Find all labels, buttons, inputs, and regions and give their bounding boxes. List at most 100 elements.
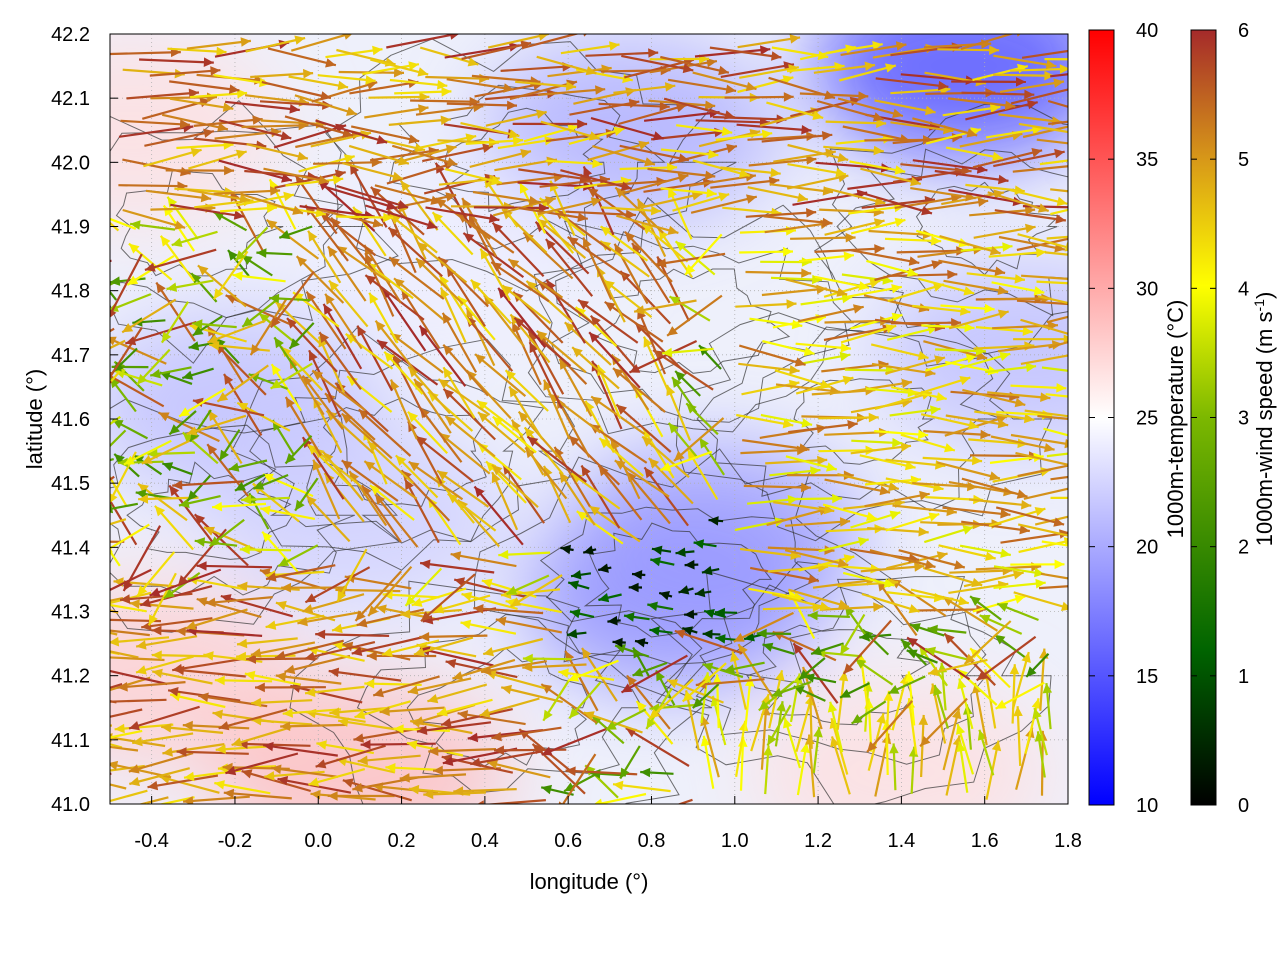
wind-vector xyxy=(560,169,632,190)
wind-vector xyxy=(938,259,1006,275)
x-tick-label: 0.4 xyxy=(471,830,499,852)
wind-vector-head xyxy=(473,604,484,614)
wind-vector-head xyxy=(715,607,725,618)
wind-vector xyxy=(1017,464,1068,478)
wind-vector xyxy=(364,106,429,119)
wind-vector xyxy=(850,249,920,264)
wind-vector-head xyxy=(270,186,281,196)
wind-vector-head xyxy=(413,647,425,657)
wind-vector xyxy=(1046,315,1068,324)
wind-vector xyxy=(305,495,351,543)
wind-vector xyxy=(389,213,438,254)
wind-vector xyxy=(218,119,292,140)
wind-vector xyxy=(811,388,876,396)
colorbar-tick-label: 20 xyxy=(1136,537,1158,559)
wind-vector xyxy=(927,658,988,675)
wind-vector xyxy=(337,719,398,731)
wind-vector xyxy=(265,219,319,260)
wind-vector-head xyxy=(337,590,347,602)
wind-vector-head xyxy=(956,724,966,735)
wind-vector-head xyxy=(1033,286,1045,296)
wind-vector-head xyxy=(256,248,267,258)
wind-vector-head xyxy=(453,786,464,796)
wind-vector xyxy=(350,125,420,143)
wind-vector-head xyxy=(952,708,962,720)
wind-vector-head xyxy=(327,791,338,801)
wind-vector-head xyxy=(585,765,596,776)
x-tick-label: -0.2 xyxy=(218,830,252,852)
wind-vector-head xyxy=(438,257,449,268)
wind-vector-head xyxy=(52,396,63,406)
wind-vector-head xyxy=(807,610,818,621)
wind-vector-head xyxy=(783,92,794,102)
wind-vector-head xyxy=(343,154,355,164)
wind-vector-head xyxy=(813,727,823,738)
wind-vector xyxy=(960,34,1015,51)
wind-vector xyxy=(393,277,445,321)
wind-vector-head xyxy=(692,697,704,709)
wind-vector-head xyxy=(726,143,737,154)
wind-vector xyxy=(621,54,694,72)
wind-vector-head xyxy=(510,597,522,607)
wind-vector xyxy=(274,639,344,659)
wind-vector xyxy=(1046,235,1068,240)
wind-vector xyxy=(792,642,839,704)
wind-vector-head xyxy=(545,239,556,250)
wind-vector xyxy=(372,675,440,697)
wind-vector xyxy=(1048,340,1068,349)
wind-vector xyxy=(842,125,911,142)
wind-vector-head xyxy=(1026,666,1037,677)
wind-vector-head xyxy=(917,351,929,361)
wind-vector-head xyxy=(979,614,991,624)
wind-vector-head xyxy=(1067,535,1068,541)
wind-vector-head xyxy=(266,219,278,230)
wind-vector xyxy=(110,772,112,776)
wind-vector-head xyxy=(843,470,854,480)
wind-vector-head xyxy=(158,412,170,422)
wind-vector-head xyxy=(214,675,225,686)
wind-vector-head xyxy=(849,96,861,106)
wind-vector-head xyxy=(859,631,870,642)
wind-vector-head xyxy=(951,318,961,328)
wind-vector xyxy=(151,670,213,685)
wind-vector xyxy=(110,523,150,550)
wind-vector xyxy=(214,343,267,396)
wind-vector xyxy=(541,725,613,756)
wind-vector xyxy=(470,750,543,766)
wind-vector xyxy=(963,620,1012,665)
wind-vector xyxy=(110,549,121,567)
wind-vector xyxy=(604,300,664,343)
wind-vector-head xyxy=(229,84,240,94)
wind-vector-head xyxy=(477,400,488,411)
wind-vector xyxy=(674,629,743,655)
wind-vector xyxy=(110,475,128,507)
wind-vector-head xyxy=(355,610,366,621)
wind-vector xyxy=(701,715,720,778)
wind-vector-head xyxy=(366,651,377,661)
wind-vector-head xyxy=(924,105,936,116)
wind-vector-head xyxy=(342,778,354,788)
wind-vector xyxy=(491,726,562,740)
wind-vector xyxy=(501,284,552,325)
wind-vector-head xyxy=(271,364,281,376)
wind-vector xyxy=(472,190,540,204)
wind-vector xyxy=(110,603,147,613)
wind-vector-head xyxy=(900,442,911,452)
wind-vector-head xyxy=(652,131,664,141)
wind-vector xyxy=(169,97,234,110)
wind-vector-head xyxy=(413,716,425,726)
wind-vector xyxy=(688,174,757,187)
wind-vector xyxy=(284,115,354,137)
wind-vector-head xyxy=(302,437,313,449)
wind-vector-head xyxy=(1072,350,1083,359)
wind-vector xyxy=(720,63,795,78)
wind-vector-head xyxy=(907,637,918,648)
wind-vector xyxy=(590,117,664,140)
wind-vector-head xyxy=(1024,89,1035,100)
wind-vector xyxy=(536,329,587,374)
wind-vector-head xyxy=(151,625,162,636)
wind-vector xyxy=(709,46,782,59)
wind-vector-head xyxy=(970,596,981,606)
wind-vector xyxy=(766,507,830,527)
wind-vector-head xyxy=(338,717,349,727)
